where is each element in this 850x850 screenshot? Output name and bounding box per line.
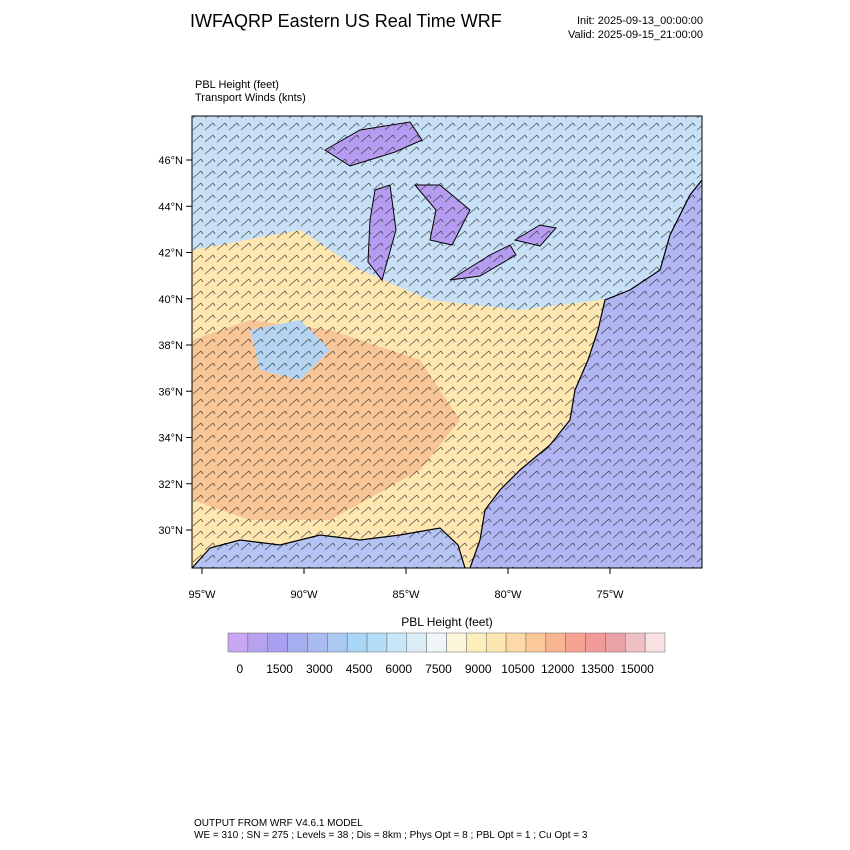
colorbar-tick-label: 1500 [266, 662, 293, 676]
colorbar-box [267, 632, 288, 653]
colorbar-box [485, 632, 507, 653]
colorbar-box [605, 632, 626, 653]
colorbar-tick-label: 6000 [385, 662, 412, 676]
colorbar-box [565, 632, 586, 653]
lat-label: 30°N [158, 525, 183, 537]
lat-label: 34°N [158, 433, 183, 445]
colorbar-tick-label: 4500 [346, 662, 373, 676]
colorbar-box [227, 632, 249, 653]
lat-label: 40°N [158, 294, 183, 306]
valid-time: Valid: 2025-09-15_21:00:00 [568, 29, 703, 41]
colorbar-box [426, 632, 447, 653]
title: IWFAQRP Eastern US Real Time WRF [190, 11, 502, 31]
lat-label: 36°N [158, 386, 183, 398]
lat-label: 32°N [158, 479, 183, 491]
colorbar-box [247, 632, 268, 653]
lat-label: 46°N [158, 155, 183, 167]
colorbar-box [386, 632, 408, 653]
lon-label: 80°W [494, 589, 522, 601]
colorbar: PBL Height (feet) 0 1500 3000 4500 6000 7500 9… [227, 615, 666, 676]
lon-label: 95°W [188, 589, 216, 601]
footer: OUTPUT FROM WRF V4.6.1 MODEL [194, 818, 363, 829]
colorbar-tick-label: 3000 [306, 662, 333, 676]
coastline [469, 179, 702, 568]
lat-label: 42°N [158, 248, 183, 260]
colorbar-box [525, 632, 547, 653]
colorbar-box [625, 632, 646, 653]
field-label: PBL Height (feet) [195, 79, 279, 91]
field-label: Transport Winds (knts) [195, 92, 306, 104]
colorbar-box [287, 632, 308, 653]
colorbar-box [446, 632, 467, 653]
init-time: Init: 2025-09-13_00:00:00 [577, 15, 703, 27]
map [192, 116, 702, 568]
colorbar-box [585, 632, 606, 653]
lon-label: 75°W [596, 589, 624, 601]
coastline [192, 527, 466, 568]
colorbar-tick-label: 0 [237, 662, 244, 676]
colorbar-box [366, 632, 388, 653]
colorbar-title: PBL Height (feet) [401, 615, 493, 629]
map-frame [191, 115, 703, 569]
lat-label: 44°N [158, 201, 183, 213]
colorbar-box [307, 632, 328, 653]
colorbar-tick-label: 9000 [465, 662, 492, 676]
colorbar-box [466, 632, 487, 653]
colorbar-box [644, 632, 666, 653]
colorbar-tick-label: 13500 [581, 662, 615, 676]
lon-label: 85°W [392, 589, 420, 601]
colorbar-box [327, 632, 348, 653]
colorbar-box [545, 632, 566, 653]
footer: WE = 310 ; SN = 275 ; Levels = 38 ; Dis … [194, 830, 588, 841]
colorbar-tick-label: 12000 [541, 662, 575, 676]
lat-label: 38°N [158, 340, 183, 352]
axes: 46°N 44°N 42°N 40°N 38°N 36°N 34°N 32°N 30°N 95°W… [158, 155, 624, 601]
colorbar-tick-label: 15000 [620, 662, 654, 676]
colorbar-box [505, 632, 527, 653]
colorbar-tick-label: 10500 [501, 662, 535, 676]
wind-barbs [192, 116, 702, 568]
lon-label: 90°W [290, 589, 318, 601]
colorbar-box [346, 632, 368, 653]
colorbar-box [406, 632, 427, 653]
colorbar-tick-label: 7500 [425, 662, 452, 676]
